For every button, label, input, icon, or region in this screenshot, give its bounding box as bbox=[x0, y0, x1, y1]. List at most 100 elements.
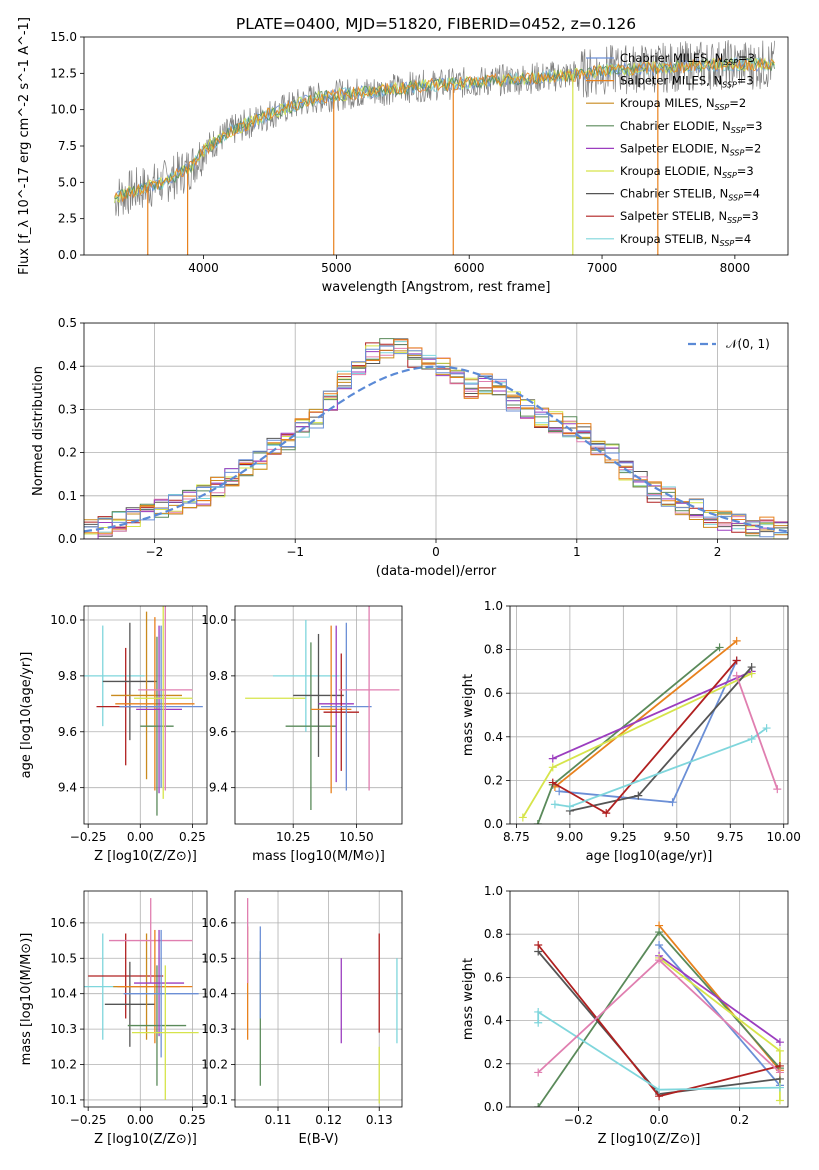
y-tick-label: 0.8 bbox=[484, 643, 503, 657]
point-marker bbox=[534, 1103, 543, 1107]
legend-residuals: 𝒩(0, 1) bbox=[688, 337, 770, 351]
point-marker bbox=[747, 734, 756, 743]
x-tick-label: 0.2 bbox=[730, 1113, 749, 1127]
y-tick-label: 10.3 bbox=[50, 1022, 77, 1036]
plot-area-z_weight bbox=[510, 891, 788, 1107]
histogram-step bbox=[84, 345, 788, 538]
x-tick-label: 6000 bbox=[454, 261, 485, 275]
x-tick-label: −0.2 bbox=[564, 1113, 593, 1127]
x-tick-label: 0.00 bbox=[127, 1113, 154, 1127]
y-tick-label: 10.2 bbox=[50, 1058, 77, 1072]
x-tick-label: 2 bbox=[714, 545, 722, 559]
point-marker bbox=[533, 820, 542, 824]
y-tick-label: 10.6 bbox=[50, 916, 77, 930]
axes-z_age: −0.25 0.00 0.25 9.4 9.6 9.8 10.0 Z [log10(Z/Z⊙)… bbox=[19, 605, 208, 864]
x-axis-label: E(B-V) bbox=[298, 1132, 338, 1147]
point-marker bbox=[747, 663, 756, 672]
y-tick-label: 12.5 bbox=[50, 66, 77, 80]
axes-frame bbox=[83, 36, 789, 256]
point-marker bbox=[762, 724, 771, 733]
y-tick-label: 9.8 bbox=[58, 669, 77, 683]
y-tick-label: 9.6 bbox=[58, 725, 77, 739]
plot-area-age_weight bbox=[510, 606, 788, 824]
point-marker bbox=[534, 1068, 543, 1077]
x-tick-label: 8000 bbox=[720, 261, 751, 275]
point-marker bbox=[548, 778, 557, 787]
y-tick-label: 10.1 bbox=[50, 1093, 77, 1107]
legend-entry: Salpeter ELODIE, NSSP=2 bbox=[620, 141, 761, 157]
legend-entry: Chabrier ELODIE, NSSP=3 bbox=[620, 119, 762, 135]
plot-area-z_age bbox=[84, 606, 207, 824]
x-tick-label: 0.25 bbox=[179, 1113, 206, 1127]
legend-entry: Chabrier STELIB, NSSP=4 bbox=[620, 187, 760, 203]
legend-entry: Kroupa ELODIE, NSSP=3 bbox=[620, 164, 754, 180]
axes-z_mass: −0.25 0.00 0.25 10.1 10.2 10.3 10.4 10.5 10.6 Z [… bbox=[19, 890, 208, 1147]
point-marker bbox=[715, 643, 724, 652]
x-tick-label: 10.00 bbox=[767, 830, 801, 844]
y-tick-label: 2.5 bbox=[58, 212, 77, 226]
axes-frame bbox=[234, 890, 403, 1108]
x-tick-label: 9.50 bbox=[663, 830, 690, 844]
figure-title: PLATE=0400, MJD=51820, FIBERID=0452, z=0… bbox=[236, 15, 636, 33]
point-marker bbox=[550, 800, 559, 809]
x-tick-label: 7000 bbox=[587, 261, 618, 275]
y-tick-label: 0.2 bbox=[484, 773, 503, 787]
x-tick-label: −1 bbox=[286, 545, 304, 559]
y-tick-label: 9.4 bbox=[209, 781, 228, 795]
y-tick-label: 0.6 bbox=[484, 970, 503, 984]
plot-area-ebv_mass bbox=[235, 891, 402, 1107]
x-tick-label: 0.11 bbox=[265, 1113, 292, 1127]
point-marker bbox=[775, 1096, 784, 1105]
axes-frame bbox=[509, 605, 789, 825]
x-tick-label: 8.75 bbox=[503, 830, 530, 844]
y-tick-label: 10.2 bbox=[201, 1058, 228, 1072]
x-tick-label: 0.12 bbox=[315, 1113, 342, 1127]
y-tick-label: 10.5 bbox=[201, 951, 228, 965]
x-tick-label: −0.25 bbox=[70, 1113, 107, 1127]
mass-weight-line bbox=[554, 640, 738, 788]
y-tick-label: 0.0 bbox=[58, 248, 77, 262]
point-marker bbox=[775, 1038, 784, 1047]
axes-z_weight: −0.2 0.0 0.2 0.0 0.2 0.4 0.6 0.8 1.0 Z [log10(Z/Z… bbox=[461, 884, 789, 1147]
y-tick-label: 10.5 bbox=[50, 951, 77, 965]
plot-area-z_mass bbox=[84, 891, 207, 1107]
point-marker bbox=[655, 956, 664, 965]
y-tick-label: 10.3 bbox=[201, 1022, 228, 1036]
x-axis-label: mass [log10(M/M⊙)] bbox=[252, 849, 385, 864]
y-tick-label: 0.4 bbox=[484, 730, 503, 744]
point-marker bbox=[534, 1018, 543, 1027]
y-tick-label: 10.0 bbox=[50, 103, 77, 117]
point-marker bbox=[555, 787, 564, 796]
x-axis-label: age [log10(age/yr)] bbox=[586, 849, 713, 864]
legend-spectrum: Chabrier MILES, NSSP=3 Salpeter MILES, NS… bbox=[586, 51, 762, 248]
point-marker bbox=[655, 1085, 664, 1094]
legend-entry: Kroupa STELIB, NSSP=4 bbox=[620, 232, 751, 248]
y-tick-label: 10.0 bbox=[50, 613, 77, 627]
model-spectrum-line bbox=[114, 57, 775, 202]
y-tick-label: 1.0 bbox=[484, 599, 503, 613]
x-tick-label: 10.25 bbox=[276, 830, 310, 844]
point-marker bbox=[732, 656, 741, 665]
x-tick-label: 9.00 bbox=[557, 830, 584, 844]
x-tick-label: 0.0 bbox=[650, 1113, 669, 1127]
y-axis-label: Flux [f_λ 10^-17 erg cm^-2 s^-1 A^-1] bbox=[17, 17, 32, 275]
axes-frame bbox=[234, 605, 403, 825]
mass-weight-line bbox=[658, 955, 781, 1043]
point-marker bbox=[775, 1046, 784, 1055]
x-tick-label: 10.50 bbox=[339, 830, 373, 844]
plot-area-mass_age bbox=[235, 606, 402, 824]
y-tick-label: 9.8 bbox=[209, 669, 228, 683]
x-tick-label: 0 bbox=[432, 545, 440, 559]
y-tick-label: 9.6 bbox=[209, 725, 228, 739]
point-marker bbox=[518, 813, 527, 822]
plot-area-residuals bbox=[84, 323, 788, 539]
y-tick-label: 10.6 bbox=[201, 916, 228, 930]
y-tick-label: 0.8 bbox=[484, 927, 503, 941]
point-marker bbox=[655, 928, 664, 937]
point-marker bbox=[732, 636, 741, 645]
y-axis-label: Normed distribution bbox=[31, 366, 46, 496]
y-axis-label: mass [log10(M/M⊙)] bbox=[19, 933, 34, 1066]
mass-weight-line bbox=[537, 1010, 780, 1091]
axes-frame bbox=[509, 890, 789, 1108]
y-tick-label: 7.5 bbox=[58, 139, 77, 153]
